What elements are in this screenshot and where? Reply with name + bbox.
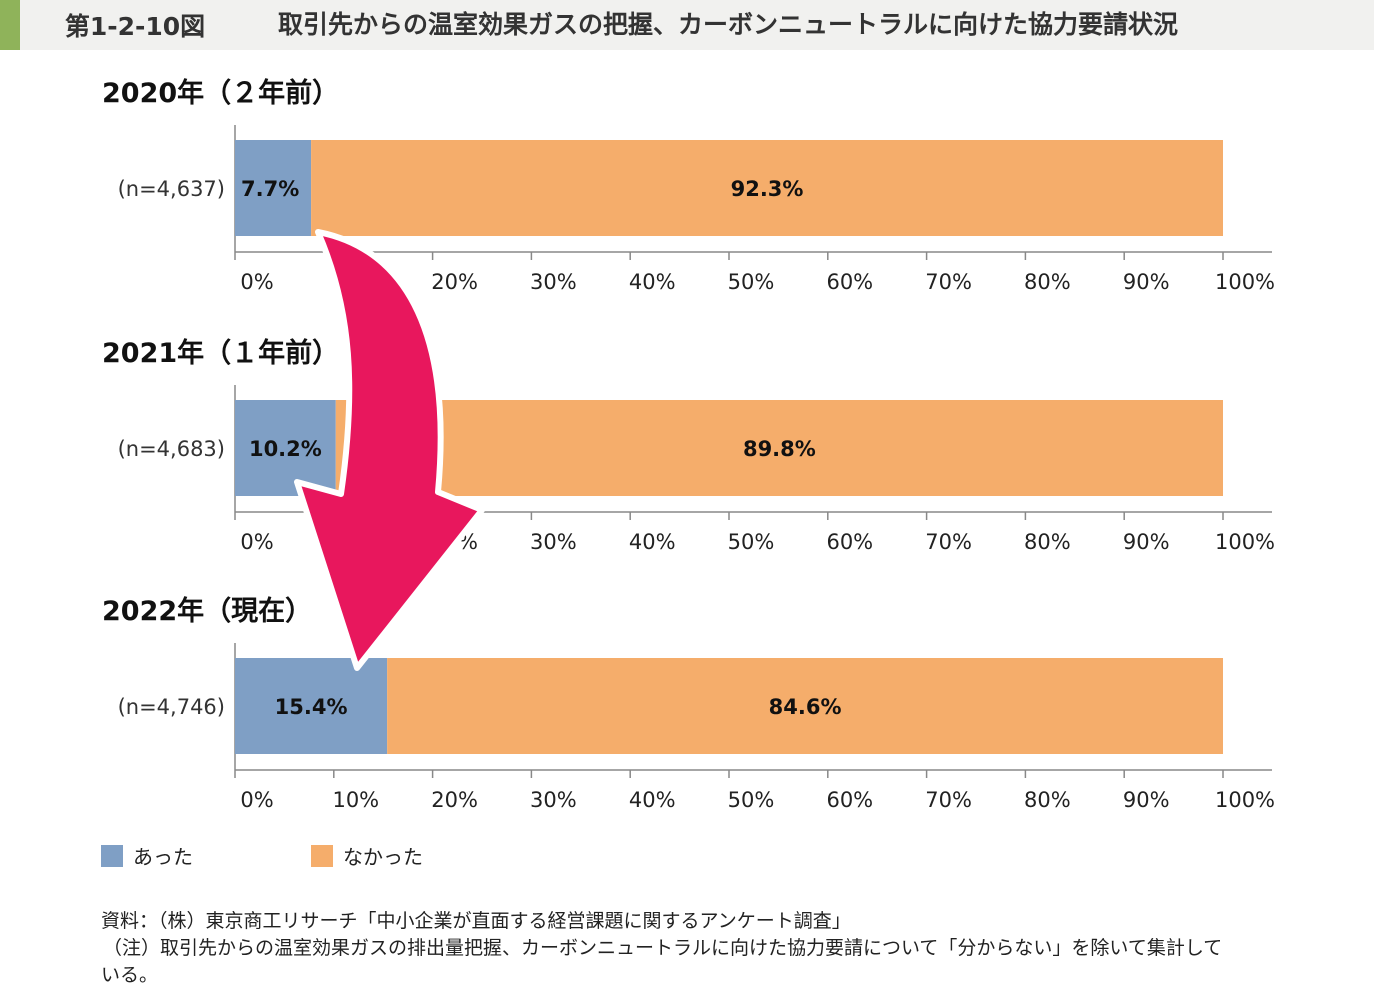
x-tick-label: 100% bbox=[1215, 788, 1275, 812]
footnote-line-1: （注）取引先からの温室効果ガスの排出量把握、カーボンニュートラルに向けた協力要請… bbox=[103, 937, 1223, 959]
chart-title: 2021年（１年前） bbox=[102, 337, 339, 369]
figure-number: 第1-2-10図 bbox=[64, 12, 206, 41]
header-accent-bar bbox=[0, 0, 20, 50]
x-tick-label: 20% bbox=[431, 788, 478, 812]
x-tick-label: 30% bbox=[530, 270, 577, 294]
data-label: 10.2% bbox=[249, 437, 322, 461]
figure-footer: 資料：（株）東京商工リサーチ「中小企業が直面する経営課題に関するアンケート調査」… bbox=[101, 908, 1281, 989]
x-tick-label: 50% bbox=[728, 270, 775, 294]
x-tick-label: 100% bbox=[1215, 530, 1275, 554]
data-label: 7.7% bbox=[241, 177, 299, 201]
bar-segment bbox=[235, 140, 312, 236]
x-tick-label: 50% bbox=[728, 788, 775, 812]
data-label: 15.4% bbox=[275, 695, 348, 719]
x-tick-label: 70% bbox=[925, 788, 972, 812]
chart-title: 2022年（現在） bbox=[102, 595, 312, 627]
data-label: 84.6% bbox=[769, 695, 842, 719]
x-tick-label: 80% bbox=[1024, 530, 1071, 554]
x-tick-label: 20% bbox=[431, 270, 478, 294]
legend-swatch bbox=[101, 845, 123, 867]
figure-title: 取引先からの温室効果ガスの把握、カーボンニュートラルに向けた協力要請状況 bbox=[278, 10, 1179, 39]
x-tick-label: 70% bbox=[925, 270, 972, 294]
x-tick-label: 30% bbox=[530, 788, 577, 812]
x-tick-label: 60% bbox=[826, 530, 873, 554]
x-tick-label: 100% bbox=[1215, 270, 1275, 294]
category-label: (n=4,637) bbox=[118, 177, 225, 201]
bar-segment bbox=[235, 658, 388, 754]
x-tick-label: 0% bbox=[240, 530, 273, 554]
x-tick-label: 0% bbox=[240, 788, 273, 812]
bar-segment bbox=[235, 400, 336, 496]
category-label: (n=4,746) bbox=[118, 695, 225, 719]
legend-swatch bbox=[311, 845, 333, 867]
x-tick-label: 80% bbox=[1024, 270, 1071, 294]
legend-label: あった bbox=[133, 845, 193, 869]
x-tick-label: 90% bbox=[1123, 530, 1170, 554]
x-tick-label: 30% bbox=[530, 530, 577, 554]
x-tick-label: 40% bbox=[629, 530, 676, 554]
x-tick-label: 60% bbox=[826, 270, 873, 294]
x-tick-label: 50% bbox=[728, 530, 775, 554]
x-tick-label: 0% bbox=[240, 270, 273, 294]
source-note: 資料：（株）東京商工リサーチ「中小企業が直面する経営課題に関するアンケート調査」 bbox=[101, 910, 851, 932]
bar-segment bbox=[311, 140, 1223, 236]
data-label: 92.3% bbox=[731, 177, 804, 201]
figure-header: 第1-2-10図 取引先からの温室効果ガスの把握、カーボンニュートラルに向けた協… bbox=[0, 0, 1374, 50]
x-tick-label: 40% bbox=[629, 788, 676, 812]
x-tick-label: 90% bbox=[1123, 788, 1170, 812]
x-tick-label: 10% bbox=[332, 788, 379, 812]
trend-arrow-icon bbox=[294, 229, 485, 671]
chart-title: 2020年（２年前） bbox=[102, 77, 339, 109]
data-label: 89.8% bbox=[743, 437, 816, 461]
bar-segment bbox=[335, 400, 1223, 496]
footnote-line-2: いる。 bbox=[101, 964, 159, 986]
legend-label: なかった bbox=[343, 845, 423, 869]
x-tick-label: 90% bbox=[1123, 270, 1170, 294]
x-tick-label: 70% bbox=[925, 530, 972, 554]
x-tick-label: 80% bbox=[1024, 788, 1071, 812]
x-tick-label: 60% bbox=[826, 788, 873, 812]
x-tick-label: 40% bbox=[629, 270, 676, 294]
bar-segment bbox=[387, 658, 1224, 754]
category-label: (n=4,683) bbox=[118, 437, 225, 461]
